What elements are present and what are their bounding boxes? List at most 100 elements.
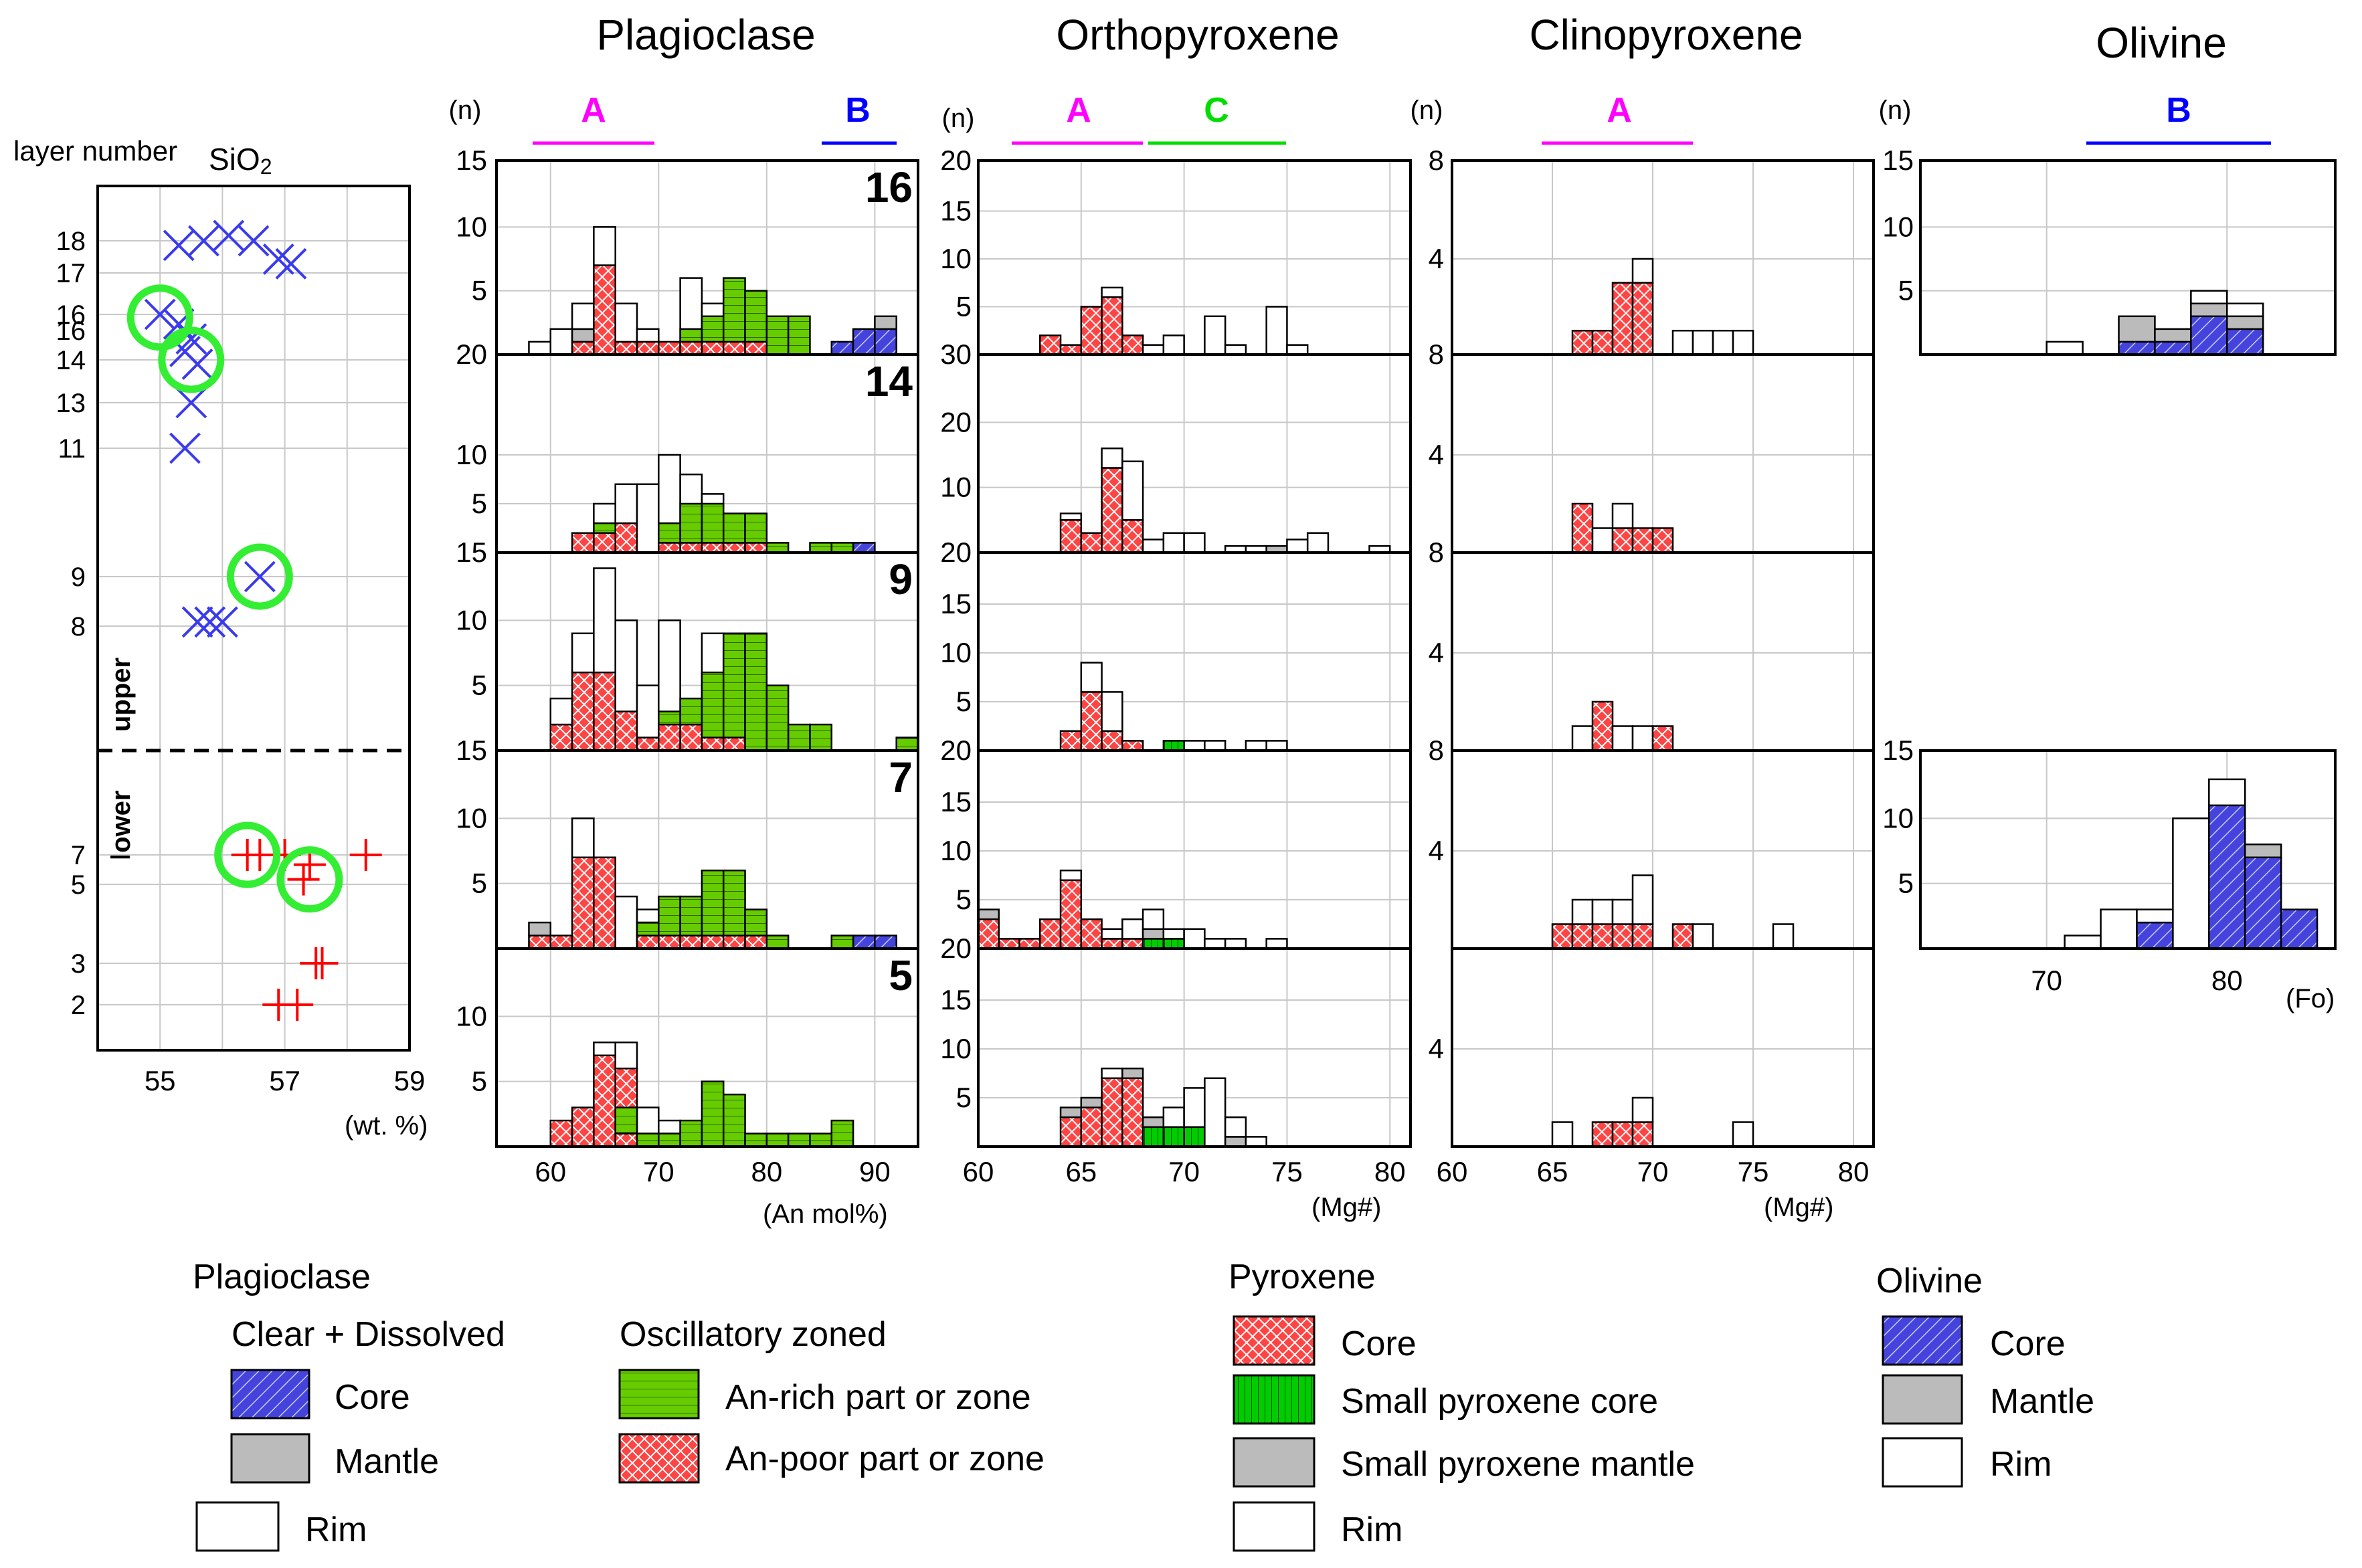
plag-osc-bar [722, 512, 746, 544]
plag-ytick-label: 5 [472, 670, 487, 701]
opx-frame [977, 551, 1412, 752]
olv-bar [2244, 844, 2282, 858]
plag-osc-bar [830, 935, 854, 950]
plag-bar [571, 302, 595, 330]
opx-bar [977, 918, 1000, 950]
cpx-panel-5: 4 [1429, 947, 1875, 1148]
plag-osc-bar [744, 908, 768, 937]
plag-frame [495, 947, 919, 1148]
opx-bar [1142, 908, 1165, 930]
sio2-xtick-label: 59 [394, 1065, 426, 1096]
layer-tag: 14 [865, 357, 913, 405]
plag-osc-bar [701, 340, 725, 356]
legend-osc-rich-swatch [618, 1369, 700, 1419]
selected-sample-ring [276, 846, 343, 913]
cpx-panel-4: 84 [1429, 734, 1875, 950]
plag-bar [593, 856, 616, 950]
plag-bar [614, 302, 638, 343]
lower-sample-point [306, 947, 339, 979]
plag-bar [614, 522, 638, 554]
cpx-xtick-label: 75 [1738, 1156, 1769, 1187]
legend-clear-title: Clear + Dissolved [232, 1315, 505, 1354]
olv-bar [2154, 328, 2192, 343]
layer-tag: 9 [889, 555, 913, 603]
opx-bar [1162, 928, 1185, 940]
opx-bar [1245, 740, 1267, 752]
n-label-cpx: (n) [1411, 96, 1443, 125]
layer-number-label: 16 [56, 300, 86, 330]
plag-ytick-label: 5 [472, 868, 487, 899]
opx-bar [1224, 938, 1247, 950]
opx-bar [998, 938, 1020, 950]
plag-bar [636, 483, 660, 554]
cpx-ytick-label: 8 [1429, 734, 1444, 766]
cpx-bar [1591, 330, 1614, 356]
opx-bar [1142, 928, 1165, 940]
opx-bar [1162, 1126, 1185, 1148]
olv-bar [2118, 340, 2156, 356]
cpx-panel-3: 84 [1429, 536, 1875, 752]
opx-bar [1286, 538, 1309, 554]
plag-bar [636, 908, 660, 924]
plag-bar [593, 1054, 616, 1148]
plag-bar [614, 895, 638, 950]
olv-bar [2046, 340, 2084, 356]
plag-bar [636, 684, 660, 739]
opx-bar [1121, 918, 1144, 940]
opx-bar [1080, 918, 1103, 950]
opx-bar [1080, 1106, 1103, 1148]
upper-sample-point [262, 243, 294, 275]
upper-sample-point [188, 225, 219, 257]
opx-bar [1183, 532, 1206, 554]
plag-bar [614, 1042, 638, 1070]
plag-osc-bar [636, 921, 660, 937]
plag-ytick-label: 10 [456, 439, 487, 470]
plag-ytick-label: 20 [456, 338, 487, 370]
plag-osc-bar [701, 737, 725, 752]
opx-bar [1183, 740, 1206, 752]
plag-osc-bar [614, 1133, 638, 1148]
olv-bar [2226, 315, 2264, 330]
group-label-a-cpx: A [1607, 91, 1632, 130]
plag-osc-bar [722, 869, 746, 937]
cpx-ytick-label: 4 [1429, 243, 1444, 274]
plag-ytick-label: 5 [472, 1066, 487, 1097]
plag-osc-bar [765, 684, 790, 752]
legend-osc-poor-label: An-poor part or zone [725, 1440, 1044, 1478]
cpx-xlabel: (Mg#) [1764, 1193, 1833, 1222]
upper-sample-point [206, 606, 238, 638]
cpx-frame [1451, 353, 1875, 554]
cpx-bar [1611, 898, 1634, 925]
group-label-a-opx: A [1066, 91, 1091, 130]
upper-sample-point [194, 606, 226, 638]
plag-osc-bar [701, 935, 725, 950]
plag-bar [636, 1106, 660, 1135]
legend-pyx-small-core-swatch [1233, 1374, 1315, 1425]
cpx-panel-1: 84 [1429, 144, 1875, 356]
opx-bar [1162, 334, 1185, 356]
plag-osc-bar [679, 723, 703, 752]
cpx-bar [1591, 527, 1614, 554]
legend-olv-rim-swatch [1882, 1437, 1963, 1488]
opx-ytick-label: 20 [940, 536, 972, 568]
plag-bar [528, 921, 552, 937]
olv-panel-2: 15 10 5 [1882, 734, 2337, 950]
plag-bar [549, 697, 573, 726]
cpx-bar [1611, 923, 1634, 950]
opx-ytick-label: 5 [956, 1082, 972, 1113]
opx-xlabel: (Mg#) [1311, 1193, 1381, 1222]
opx-bar [1039, 918, 1062, 950]
opx-bar [1101, 928, 1123, 940]
legend-pyx-small-mantle-label: Small pyroxene mantle [1341, 1445, 1695, 1484]
opx-bar [1142, 538, 1165, 554]
opx-ytick-label: 10 [940, 243, 972, 274]
plag-bar [852, 935, 876, 950]
plag-osc-bar [679, 697, 703, 726]
cpx-ytick-label: 8 [1429, 536, 1444, 568]
opx-panel-2: 30 20 10 [940, 338, 1412, 554]
plag-osc-bar [658, 542, 681, 554]
opx-bar [1101, 296, 1123, 356]
opx-bar [1162, 1106, 1185, 1129]
plag-panel-14: 20 10 5 14 [456, 338, 919, 554]
plag-bar [852, 542, 876, 554]
